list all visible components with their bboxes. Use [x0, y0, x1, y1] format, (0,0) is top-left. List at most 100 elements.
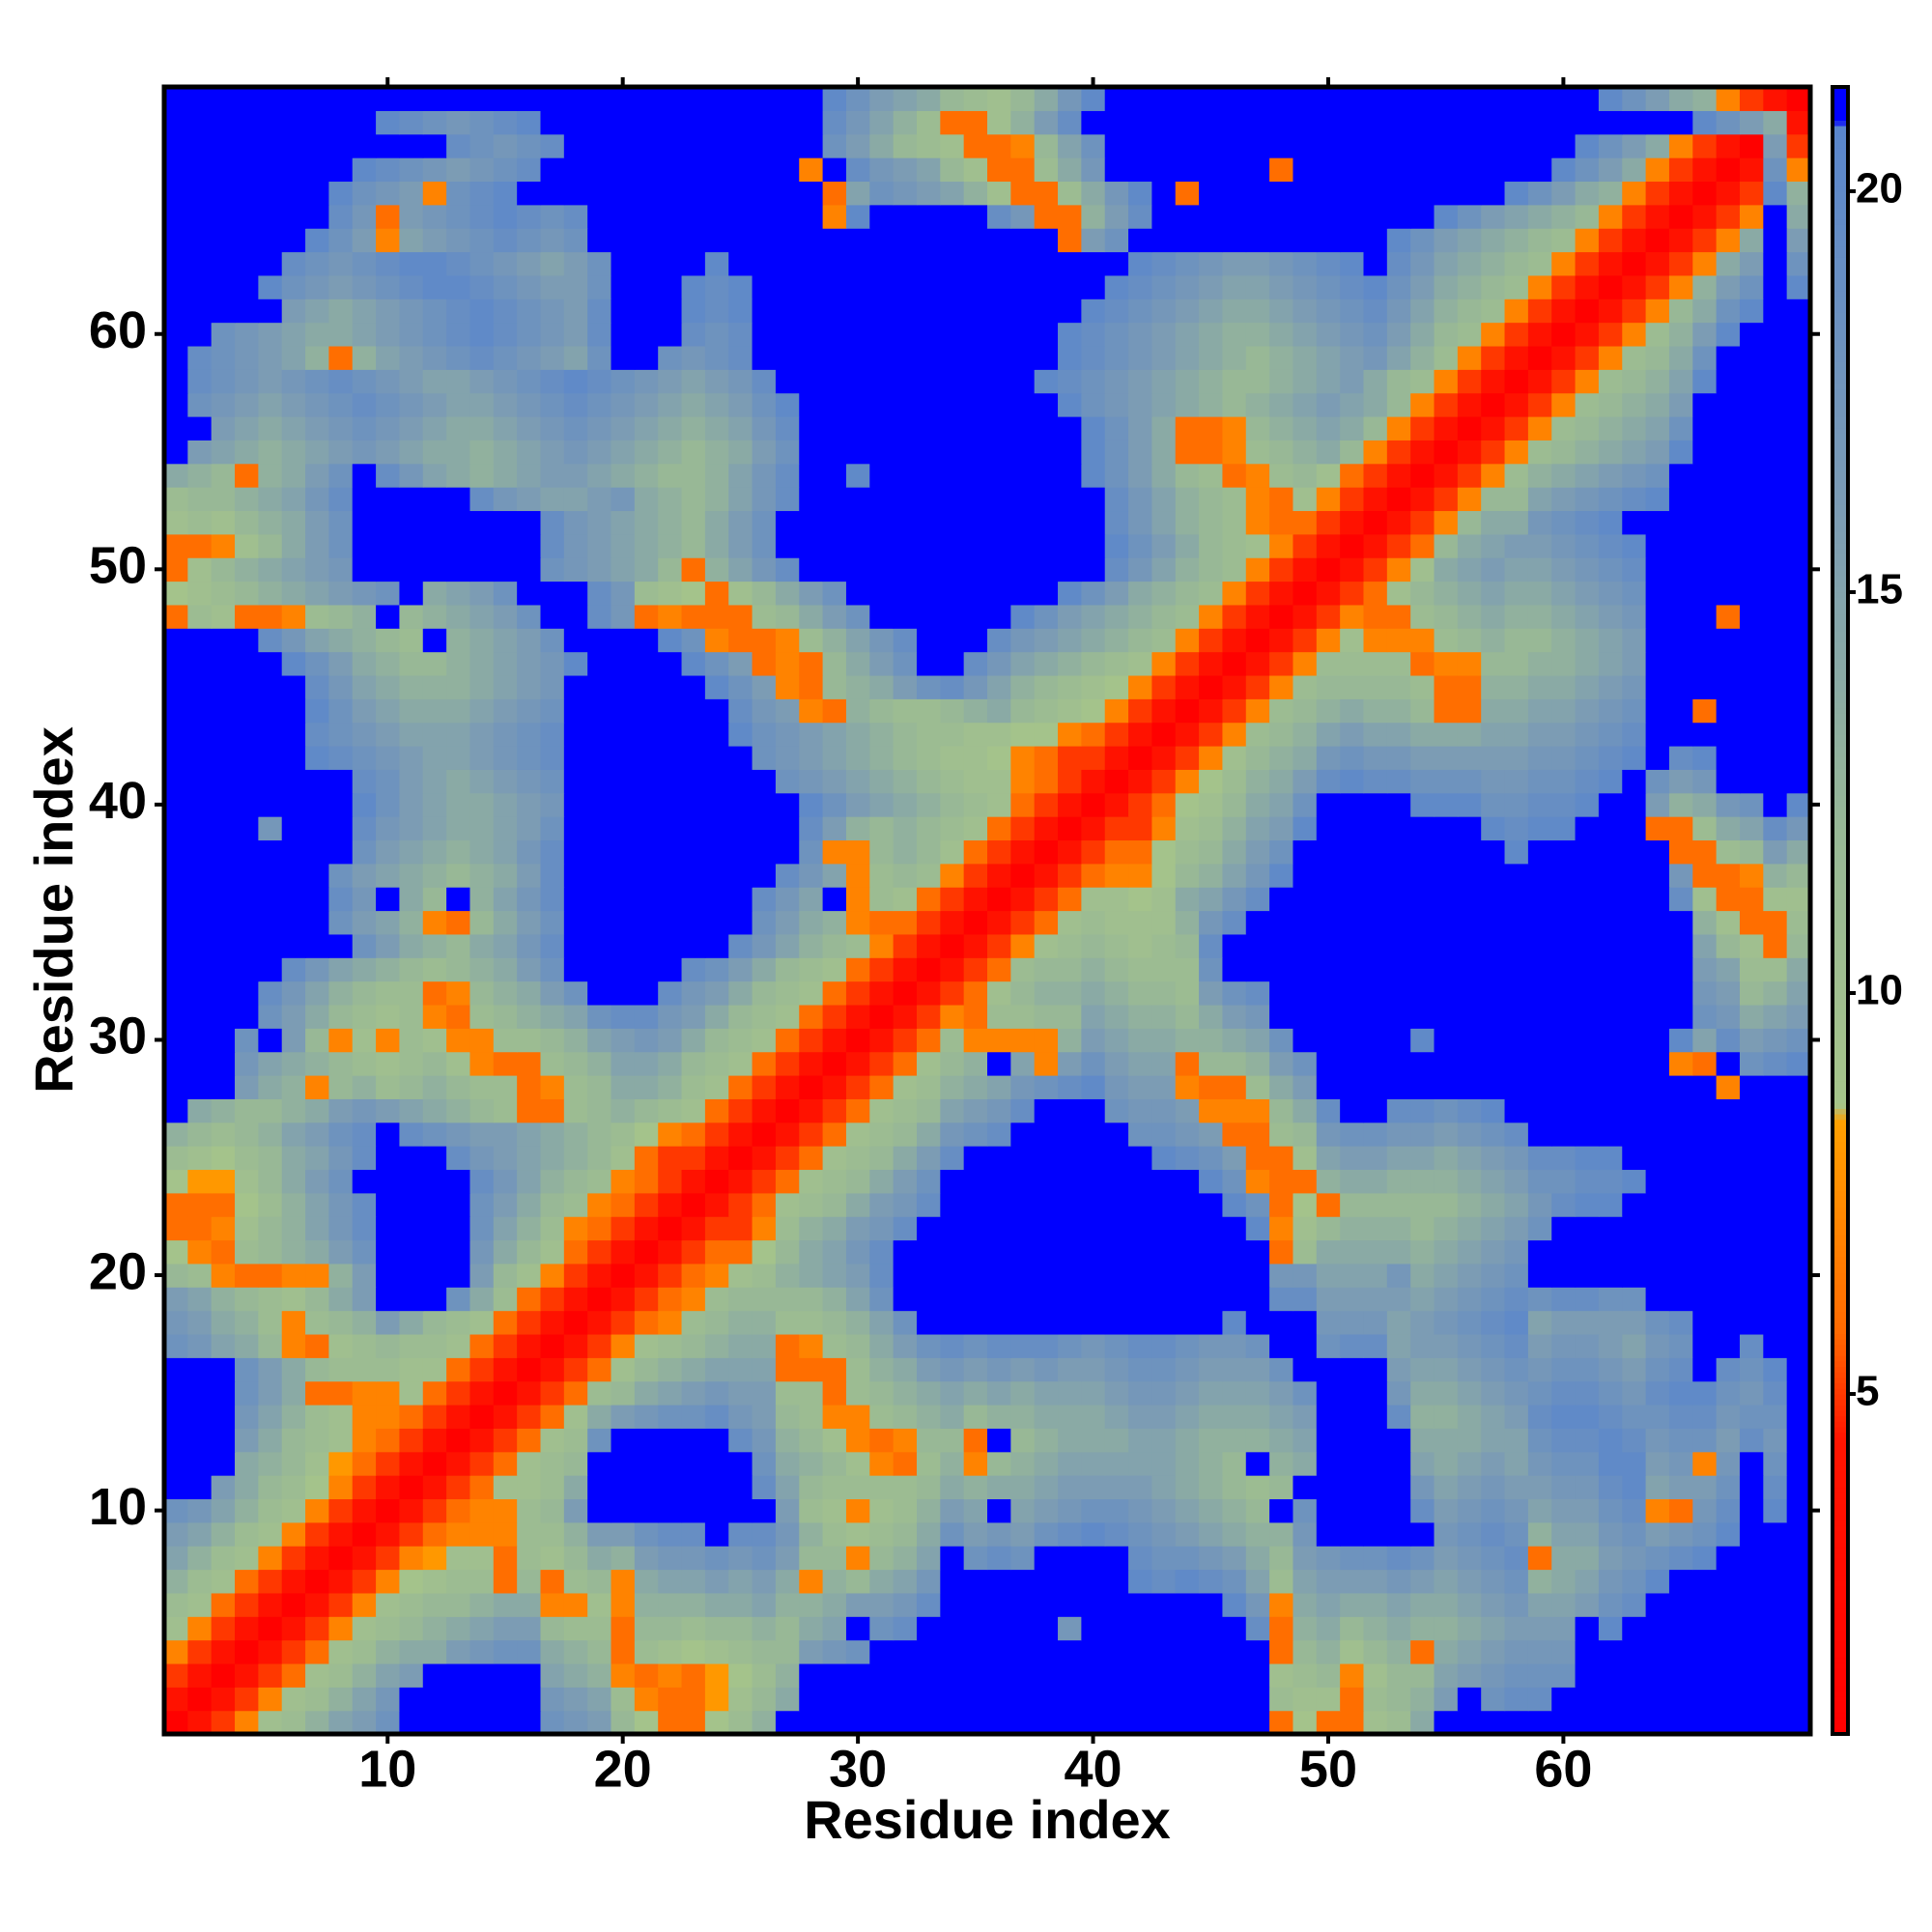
heatmap-cell	[1316, 1710, 1341, 1735]
heatmap-cell	[1199, 1357, 1224, 1382]
heatmap-cell	[799, 1098, 824, 1123]
heatmap-cell	[422, 1475, 447, 1500]
heatmap-cell	[1763, 298, 1788, 324]
heatmap-cell	[1481, 1546, 1506, 1571]
heatmap-cell	[1151, 1498, 1177, 1523]
heatmap-cell	[352, 1239, 377, 1264]
heatmap-cell	[869, 1098, 895, 1123]
heatmap-cell	[281, 1263, 306, 1288]
heatmap-cell	[1199, 533, 1224, 558]
heatmap-cell	[1316, 1004, 1341, 1029]
heatmap-cell	[1668, 298, 1693, 324]
heatmap-cell	[869, 1357, 895, 1382]
heatmap-cell	[399, 1428, 424, 1453]
heatmap-cell	[1434, 1051, 1459, 1076]
heatmap-cell	[1739, 1475, 1764, 1500]
heatmap-cell	[469, 1216, 495, 1241]
heatmap-cell	[1222, 416, 1247, 440]
heatmap-cell	[1622, 1616, 1647, 1641]
heatmap-cell	[1104, 1498, 1129, 1523]
heatmap-cell	[1481, 274, 1506, 299]
heatmap-cell	[658, 1051, 683, 1076]
heatmap-cell	[634, 181, 659, 206]
heatmap-cell	[1481, 510, 1506, 535]
heatmap-cell	[187, 392, 213, 417]
heatmap-cell	[187, 1662, 213, 1688]
heatmap-cell	[422, 933, 447, 958]
heatmap-cell	[469, 698, 495, 724]
heatmap-cell	[1739, 581, 1764, 606]
heatmap-cell	[1504, 416, 1529, 440]
heatmap-cell	[1058, 463, 1082, 488]
heatmap-cell	[1151, 251, 1177, 276]
heatmap-cell	[728, 392, 753, 417]
heatmap-cell	[540, 1616, 565, 1641]
heatmap-cell	[1293, 1687, 1318, 1712]
heatmap-cell	[1010, 181, 1036, 206]
heatmap-cell	[1245, 910, 1270, 935]
heatmap-cell	[1058, 1051, 1082, 1076]
heatmap-cell	[869, 440, 895, 465]
heatmap-cell	[916, 1169, 941, 1194]
heatmap-cell	[775, 1569, 800, 1594]
heatmap-cell	[1645, 533, 1670, 558]
heatmap-cell	[1199, 181, 1224, 206]
heatmap-cell	[987, 345, 1011, 370]
heatmap-cell	[658, 957, 683, 982]
heatmap-cell	[1316, 581, 1341, 606]
heatmap-cell	[1551, 1428, 1577, 1453]
heatmap-cell	[399, 769, 424, 794]
heatmap-cell	[328, 1098, 354, 1123]
heatmap-cell	[728, 1169, 753, 1194]
heatmap-cell	[1058, 440, 1082, 465]
heatmap-cell	[1410, 792, 1435, 817]
heatmap-cell	[540, 1028, 565, 1053]
heatmap-cell	[1410, 816, 1435, 841]
heatmap-cell	[658, 604, 683, 629]
heatmap-cell	[1222, 722, 1247, 747]
heatmap-cell	[634, 839, 659, 865]
heatmap-cell	[305, 1498, 329, 1523]
heatmap-cell	[281, 1333, 306, 1358]
heatmap-cell	[611, 957, 636, 982]
heatmap-cell	[1010, 487, 1036, 512]
heatmap-cell	[1763, 1380, 1788, 1406]
heatmap-cell	[1410, 87, 1435, 111]
heatmap-cell	[893, 204, 918, 229]
heatmap-cell	[1763, 604, 1788, 629]
heatmap-cell	[1151, 1405, 1177, 1429]
heatmap-cell	[1481, 87, 1506, 111]
heatmap-cell	[1622, 1475, 1647, 1500]
heatmap-cell	[1363, 1380, 1388, 1406]
heatmap-cell	[211, 651, 236, 676]
heatmap-cell	[1692, 1616, 1718, 1641]
heatmap-cell	[258, 1169, 283, 1194]
heatmap-cell	[1716, 1216, 1741, 1241]
heatmap-cell	[1598, 1569, 1623, 1594]
heatmap-cell	[469, 1616, 495, 1641]
heatmap-cell	[281, 1405, 306, 1429]
heatmap-cell	[587, 181, 612, 206]
heatmap-cell	[352, 1662, 377, 1688]
heatmap-cell	[940, 1521, 965, 1547]
heatmap-cell	[963, 228, 988, 253]
heatmap-cell	[1269, 1380, 1294, 1406]
heatmap-cell	[281, 181, 306, 206]
heatmap-cell	[1575, 1592, 1600, 1617]
heatmap-cell	[1622, 769, 1647, 794]
heatmap-cell	[1645, 1639, 1670, 1664]
heatmap-cell	[775, 698, 800, 724]
heatmap-cell	[1151, 1428, 1177, 1453]
heatmap-cell	[1081, 1380, 1106, 1406]
heatmap-cell	[1293, 322, 1318, 347]
heatmap-cell	[1293, 628, 1318, 653]
heatmap-cell	[1222, 910, 1247, 935]
heatmap-cell	[822, 274, 847, 299]
heatmap-cell	[1034, 1051, 1059, 1076]
heatmap-cell	[987, 674, 1011, 699]
heatmap-cell	[422, 1333, 447, 1358]
heatmap-cell	[822, 933, 847, 958]
heatmap-cell	[469, 1263, 495, 1288]
heatmap-cell	[1668, 1662, 1693, 1688]
heatmap-cell	[1739, 251, 1764, 276]
